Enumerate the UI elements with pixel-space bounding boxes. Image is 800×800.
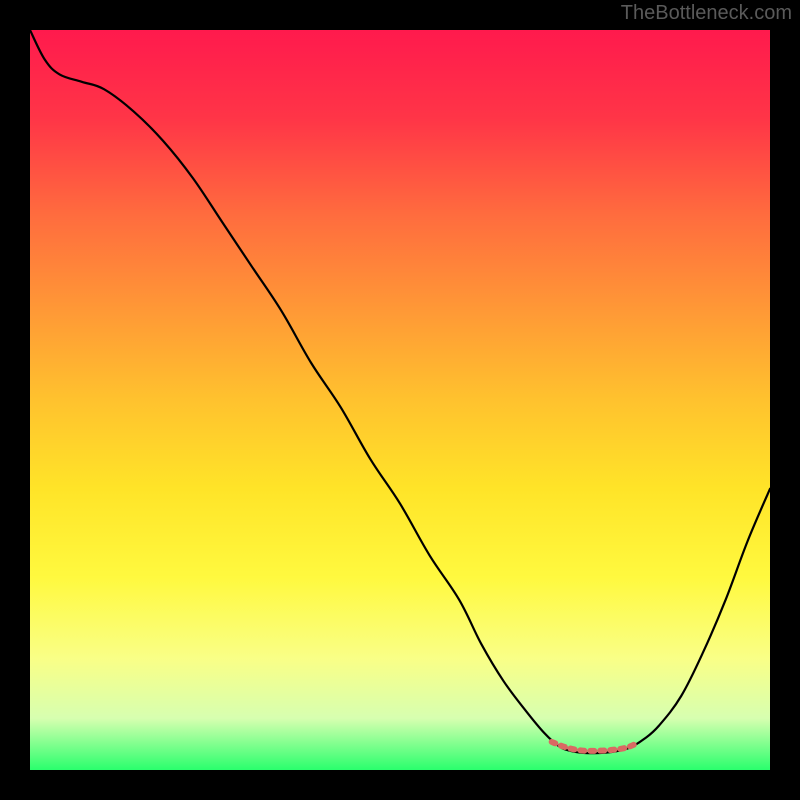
chart-container bbox=[0, 0, 800, 800]
plot-background bbox=[30, 30, 770, 770]
bottleneck-curve-chart bbox=[0, 0, 800, 800]
watermark-text: TheBottleneck.com bbox=[621, 2, 792, 25]
